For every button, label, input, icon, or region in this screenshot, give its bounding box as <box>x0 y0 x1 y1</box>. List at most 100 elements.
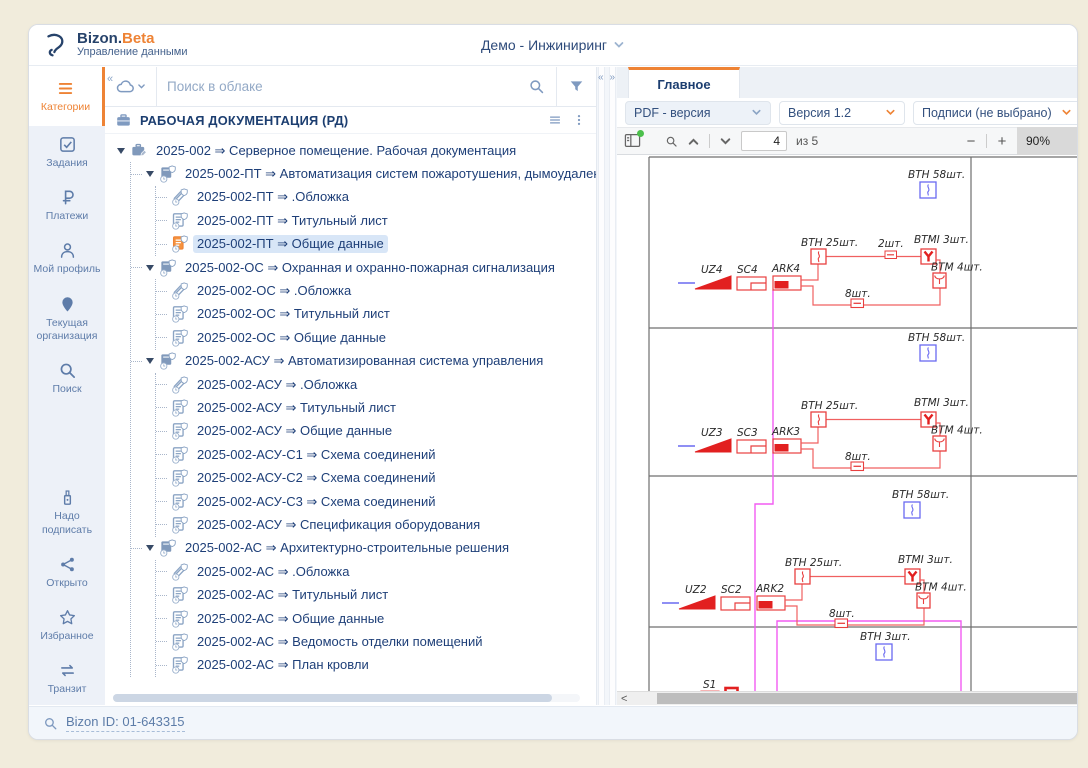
label-sc: SC4 <box>737 264 758 276</box>
label-ark: ARK4 <box>771 263 800 275</box>
sidebar-item-profile[interactable]: Мой профиль <box>29 232 105 285</box>
svg-text:ВТМI 3шт.: ВТМI 3шт. <box>898 554 953 566</box>
label-bth3: ВТН 3шт. <box>860 631 911 643</box>
tree-item[interactable]: 2025-002-ПТ ⇒ Титульный лист <box>156 209 592 232</box>
document-icon-active <box>171 235 189 253</box>
menu-icon <box>56 79 75 98</box>
page-down-icon[interactable] <box>719 135 732 148</box>
funnel-icon <box>568 78 585 95</box>
expand-caret-icon[interactable] <box>146 171 154 178</box>
tree-horizontal-scrollbar[interactable] <box>113 694 580 702</box>
tree-group-item[interactable]: 2025-002-АСУ ⇒ Автоматизированная систем… <box>131 350 592 373</box>
svg-text:ARK3: ARK3 <box>771 426 800 438</box>
scroll-left-icon[interactable]: < <box>621 693 628 705</box>
svg-text:UZ2: UZ2 <box>685 584 707 596</box>
paperclip-icon <box>171 376 189 394</box>
panel-splitter[interactable]: « » <box>597 67 617 705</box>
zoom-out-button[interactable]: − <box>966 132 976 150</box>
tree-item[interactable]: 2025-002-АС ⇒ .Обложка <box>156 560 592 583</box>
left-sidebar: Категории Задания Платежи Мой профиль Те… <box>29 67 105 705</box>
kebab-menu-icon[interactable] <box>572 113 586 127</box>
document-icon <box>171 422 189 440</box>
sidebar-item-current-org[interactable]: Текущая организация <box>29 286 105 352</box>
expand-caret-icon[interactable] <box>146 545 154 552</box>
sidebar-item-payments[interactable]: Платежи <box>29 179 105 232</box>
bizon-id[interactable]: Bizon ID: 01-643315 <box>66 714 185 732</box>
tree-item[interactable]: 2025-002-АСУ ⇒ Общие данные <box>156 420 592 443</box>
filter-button[interactable] <box>556 67 596 106</box>
tree-item[interactable]: 2025-002-ОС ⇒ Титульный лист <box>156 303 592 326</box>
collapse-left-icon[interactable]: « <box>598 72 604 83</box>
tree-item[interactable]: 2025-002-АСУ-С2 ⇒ Схема соединений <box>156 466 592 489</box>
tree-group-item[interactable]: 2025-002-АС ⇒ Архитектурно-строительные … <box>131 537 592 560</box>
svg-text:ВТМ 4шт.: ВТМ 4шт. <box>931 425 983 437</box>
tree-group-item[interactable]: 2025-002-ПТ ⇒ Автоматизация систем пожар… <box>131 162 596 185</box>
tree-item[interactable]: 2025-002-АС ⇒ Общие данные <box>156 607 592 630</box>
signatures-dropdown[interactable]: Подписи (не выбрано) <box>913 100 1077 125</box>
viewer-tabs: Главное <box>617 67 1077 98</box>
tree-root-item[interactable]: 2025-002 ⇒ Серверное помещение. Рабочая … <box>117 139 592 162</box>
sidebar-item-search[interactable]: Поиск <box>29 352 105 405</box>
sidebar-item-tasks[interactable]: Задания <box>29 126 105 179</box>
tree-item[interactable]: 2025-002-АСУ-С1 ⇒ Схема соединений <box>156 443 592 466</box>
label-s1: S1 <box>703 679 716 691</box>
sidebar-item-categories[interactable]: Категории <box>29 67 105 127</box>
label-qty2: 2шт. <box>878 238 904 250</box>
version-dropdown[interactable]: Версия 1.2 <box>779 100 905 125</box>
tree-item[interactable]: 2025-002-АС ⇒ Ведомость отделки помещени… <box>156 630 592 653</box>
pdf-page-canvas[interactable]: ВТН 58шт. ВТН 25шт. 2шт. ВТМI 3шт. ВТМ 4… <box>617 155 1077 691</box>
svg-text:ВТМI 3шт.: ВТМI 3шт. <box>914 397 969 409</box>
sidebar-item-transit[interactable]: Транзит <box>29 652 105 705</box>
expand-caret-icon[interactable] <box>146 358 154 365</box>
document-group-icon <box>159 165 177 183</box>
list-view-icon[interactable] <box>548 113 562 127</box>
expand-caret-icon[interactable] <box>146 264 154 271</box>
search-button[interactable] <box>516 67 556 106</box>
tab-main[interactable]: Главное <box>628 67 740 98</box>
zoom-in-button[interactable]: + <box>997 132 1007 150</box>
sidebar-item-opened[interactable]: Открыто <box>29 546 105 599</box>
tree-item[interactable]: 2025-002-ОС ⇒ Общие данные <box>156 326 592 349</box>
svg-text:ВТМ 4шт.: ВТМ 4шт. <box>915 582 967 594</box>
version-controls: PDF - версия Версия 1.2 Подписи (не выбр… <box>617 98 1077 127</box>
tree-item[interactable]: 2025-002-АСУ ⇒ Титульный лист <box>156 396 592 419</box>
tree-item[interactable]: 2025-002-ПТ ⇒ .Обложка <box>156 186 592 209</box>
collapse-panel-icon[interactable]: « <box>107 73 114 85</box>
tree-item[interactable]: 2025-002-ОС ⇒ .Обложка <box>156 279 592 302</box>
person-icon <box>58 241 77 260</box>
pdf-horizontal-scrollbar[interactable]: < <box>617 691 1077 705</box>
cloud-search-bar <box>105 67 596 107</box>
status-dot <box>637 130 644 137</box>
zoom-level[interactable]: 90% <box>1017 127 1077 155</box>
section-header: РАБОЧАЯ ДОКУМЕНТАЦИЯ (РД) <box>105 107 596 134</box>
tree-item[interactable]: 2025-002-АСУ ⇒ .Обложка <box>156 373 592 396</box>
sidebar-toggle-button[interactable] <box>624 130 644 149</box>
chevron-down-icon <box>613 39 625 51</box>
tree-group-item[interactable]: 2025-002-ОС ⇒ Охранная и охранно-пожарна… <box>131 256 592 279</box>
sidebar-item-favorites[interactable]: Избранное <box>29 599 105 652</box>
page-up-icon[interactable] <box>687 135 700 148</box>
document-icon <box>171 633 189 651</box>
transit-arrows-icon <box>58 661 77 680</box>
expand-caret-icon[interactable] <box>117 147 125 154</box>
tree-item-selected[interactable]: 2025-002-ПТ ⇒ Общие данные <box>156 233 592 256</box>
tree-item[interactable]: 2025-002-АСУ ⇒ Спецификация оборудования <box>156 513 592 536</box>
label-bth25: ВТН 25шт. <box>801 237 858 249</box>
cloud-scope-dropdown[interactable] <box>105 67 157 106</box>
paperclip-icon <box>171 282 189 300</box>
tree-item[interactable]: 2025-002-АС ⇒ Титульный лист <box>156 583 592 606</box>
page-number-input[interactable] <box>741 131 787 151</box>
tree-item[interactable]: 2025-002-АСУ-С3 ⇒ Схема соединений <box>156 490 592 513</box>
search-input[interactable] <box>157 79 516 94</box>
search-icon <box>528 78 545 95</box>
pdf-version-dropdown[interactable]: PDF - версия <box>625 100 771 125</box>
tree-item[interactable]: 2025-002-АС ⇒ План кровли <box>156 654 592 677</box>
collapse-right-icon[interactable]: » <box>609 72 615 83</box>
sidebar-item-need-sign[interactable]: Надо подписать <box>29 479 105 545</box>
scrollbar-thumb[interactable] <box>657 693 1077 704</box>
label-uz: UZ4 <box>701 264 723 276</box>
org-selector[interactable]: Демо - Инжиниринг <box>481 37 625 53</box>
status-bar: Bizon ID: 01-643315 <box>29 706 1077 739</box>
find-in-document-icon[interactable] <box>665 135 678 148</box>
document-group-icon <box>159 259 177 277</box>
